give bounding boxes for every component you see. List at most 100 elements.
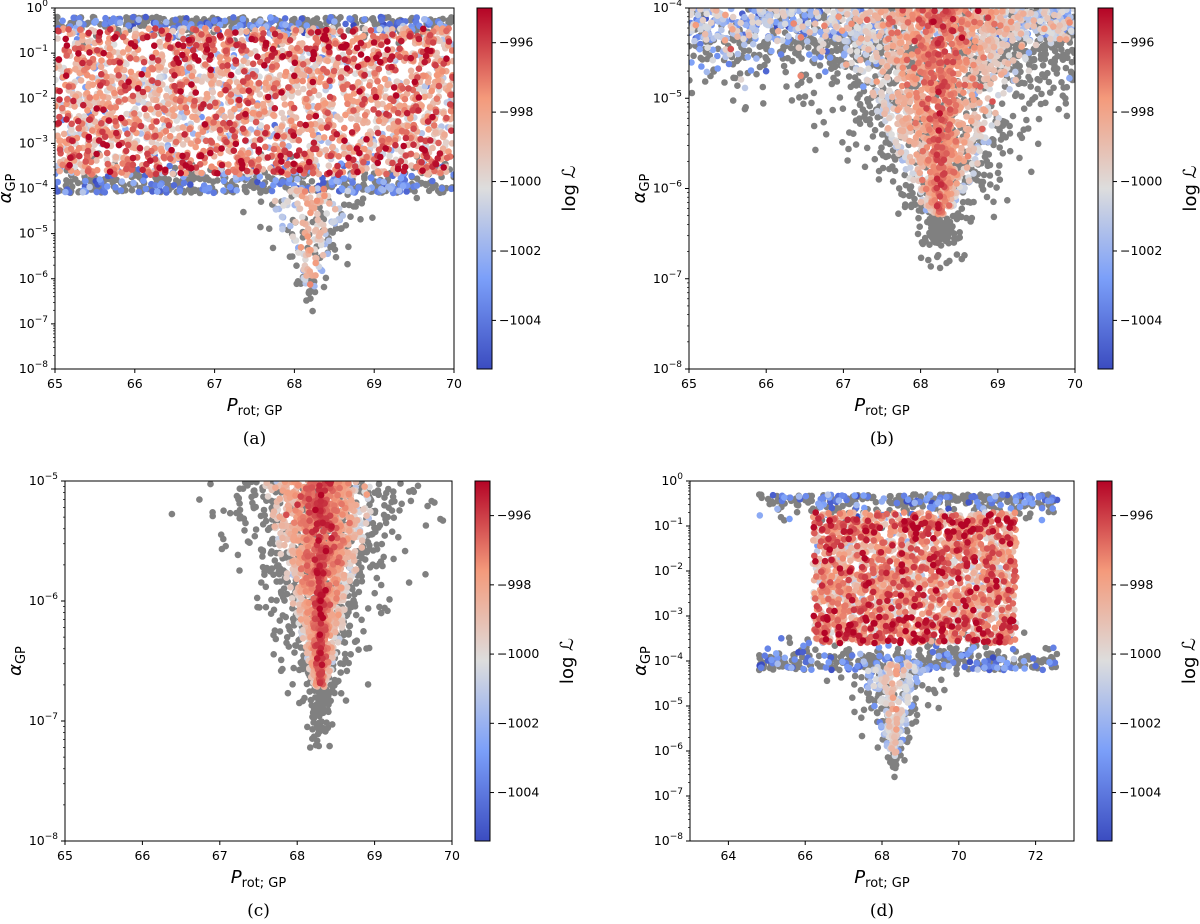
scatter-point: [280, 202, 287, 209]
scatter-point: [403, 109, 411, 117]
panel-1: 65 66 67 68 69 7010−810−710−610−510−410−310−2…: [0, 0, 580, 449]
scatter-point: [331, 18, 338, 25]
scatter-point: [1039, 62, 1047, 69]
scatter-point: [1018, 134, 1026, 142]
scatter-point: [308, 178, 316, 185]
scatter-point: [147, 106, 154, 113]
scatter-point: [432, 108, 440, 116]
scatter-point: [413, 152, 420, 159]
scatter-point: [92, 17, 100, 25]
scatter-point: [84, 147, 92, 155]
scatter-point: [315, 134, 323, 142]
scatter-point: [239, 78, 247, 85]
scatter-point: [221, 113, 229, 121]
scatter-point: [193, 42, 200, 49]
scatter-point: [79, 189, 87, 196]
scatter-point: [307, 209, 314, 217]
scatter-point: [256, 91, 264, 98]
scatter-point: [415, 107, 422, 114]
scatter-point: [420, 72, 427, 79]
scatter-point: [345, 154, 352, 162]
scatter-point: [148, 77, 156, 84]
scatter-point: [278, 168, 285, 175]
scatter-point: [1030, 55, 1038, 63]
scatter-point: [238, 164, 246, 172]
scatter-point: [73, 169, 81, 177]
scatter-point: [443, 27, 450, 35]
scatter-point: [74, 40, 82, 47]
scatter-point: [909, 46, 916, 53]
scatter-point: [56, 167, 63, 175]
scatter-point: [356, 88, 363, 95]
scatter-point: [345, 48, 353, 56]
scatter-point: [271, 105, 279, 112]
scatter-point: [812, 146, 819, 154]
scatter-point: [917, 254, 925, 262]
scatter-point: [188, 81, 195, 88]
scatter-point: [443, 154, 451, 162]
scatter-point: [1069, 47, 1075, 54]
scatter-point: [448, 127, 454, 134]
scatter-point: [257, 198, 265, 205]
scatter-point: [88, 74, 96, 81]
scatter-point: [156, 86, 163, 94]
scatter-point: [85, 142, 92, 150]
scatter-point: [411, 78, 419, 86]
scatter-point: [139, 88, 147, 96]
scatter-point: [1035, 115, 1043, 123]
scatter-point: [230, 14, 237, 21]
scatter-point: [344, 100, 351, 108]
scatter-point: [77, 77, 85, 84]
scatter-point: [805, 44, 812, 51]
scatter-point: [343, 41, 350, 49]
scatter-point: [154, 79, 162, 87]
scatter-point: [326, 48, 333, 56]
scatter-point: [124, 141, 132, 149]
scatter-point: [207, 149, 214, 157]
scatter-point: [205, 184, 213, 192]
scatter-point: [101, 189, 109, 196]
colorbar-tick-label: −1000: [499, 174, 541, 189]
colorbar-tick-label: −1002: [499, 243, 541, 258]
scatter-point: [86, 94, 94, 101]
scatter-point: [249, 60, 257, 68]
scatter-point: [269, 45, 277, 53]
scatter-point: [130, 179, 137, 187]
scatter-point: [349, 28, 357, 35]
scatter-point: [421, 58, 429, 66]
scatter-point: [435, 82, 443, 90]
scatter-point: [301, 188, 309, 195]
scatter-point: [131, 144, 139, 152]
scatter-point: [355, 184, 363, 191]
scatter-point: [309, 169, 317, 177]
scatter-point: [124, 130, 131, 137]
scatter-point: [115, 72, 122, 79]
scatter-point: [852, 141, 860, 148]
scatter-point: [316, 55, 323, 63]
scatter-point: [806, 76, 813, 84]
scatter-point: [346, 144, 353, 152]
scatter-point: [845, 73, 853, 80]
scatter-point: [834, 70, 841, 77]
scatter-point: [79, 168, 87, 176]
scatter-point: [325, 43, 333, 51]
scatter-point: [202, 61, 209, 68]
scatter-point: [314, 210, 321, 218]
scatter-point: [432, 160, 440, 168]
scatter-point: [290, 167, 297, 175]
scatter-point: [361, 145, 368, 153]
scatter-point: [67, 154, 74, 161]
scatter-point: [63, 116, 70, 123]
scatter-point: [312, 254, 319, 262]
scatter-point: [340, 175, 348, 182]
scatter-point: [429, 39, 437, 46]
scatter-point: [354, 63, 362, 70]
scatter-point: [815, 72, 823, 80]
scatter-point: [177, 104, 185, 111]
scatter-point: [261, 62, 268, 69]
scatter-point: [227, 113, 235, 120]
scatter-point: [255, 111, 263, 118]
scatter-point: [1078, 27, 1085, 34]
scatter-point: [312, 272, 319, 279]
scatter-point: [294, 66, 301, 74]
